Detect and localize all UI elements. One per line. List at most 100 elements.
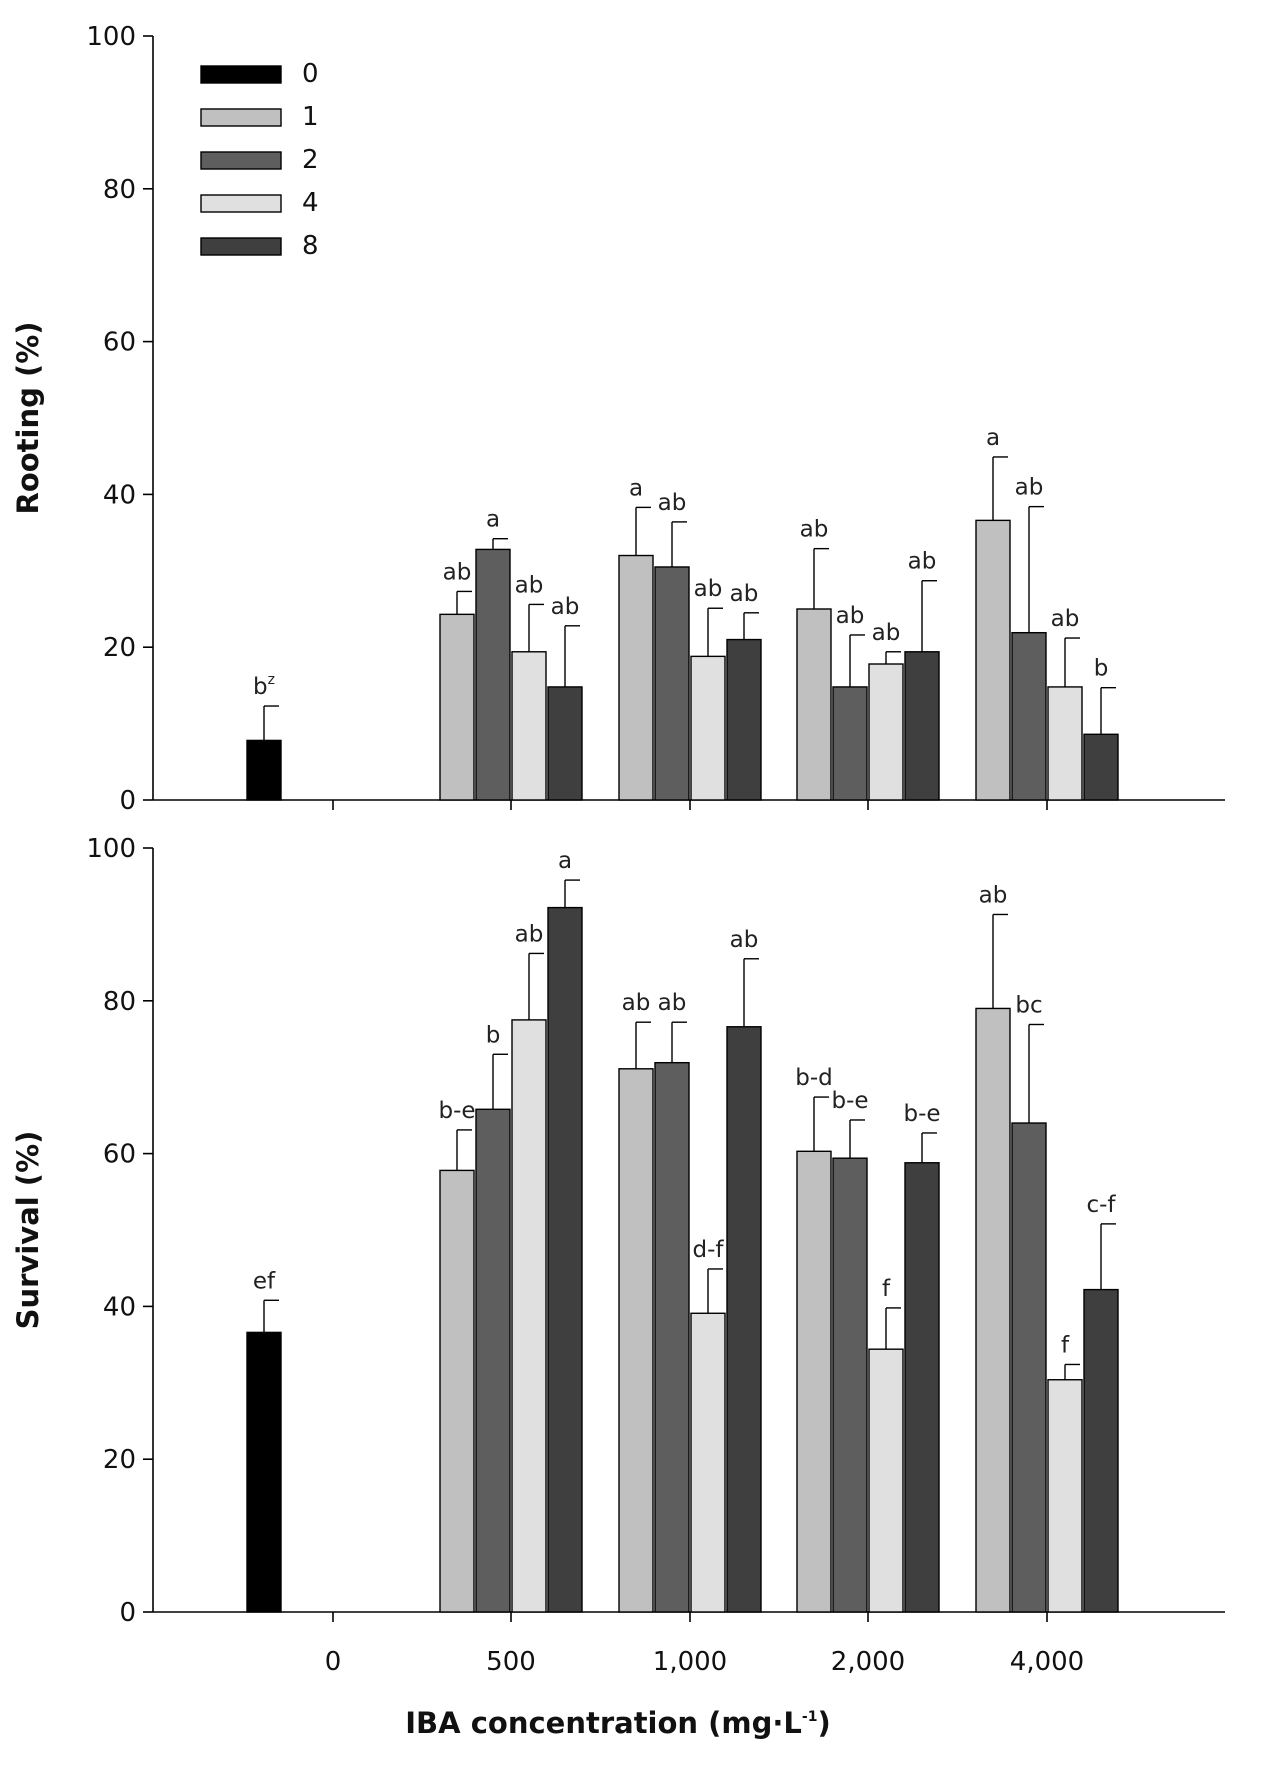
bar	[439, 613, 475, 801]
significance-letter: c-f	[1086, 1192, 1116, 1218]
significance-letter: ab	[694, 576, 723, 602]
bar	[726, 638, 762, 801]
significance-letter: a	[558, 848, 572, 874]
significance-letter: ab	[658, 990, 687, 1016]
x-axis-title-close: )	[817, 1706, 830, 1740]
bar	[796, 608, 832, 801]
significance-letter: f	[1061, 1332, 1070, 1358]
significance-superscript: z	[268, 672, 275, 688]
y-tick-label: 100	[86, 22, 136, 52]
significance-letter: a	[986, 425, 1000, 451]
significance-letter: b	[486, 1022, 501, 1048]
bar	[511, 1019, 547, 1613]
significance-letter: b-e	[903, 1101, 940, 1127]
significance-letter: b-e	[438, 1098, 475, 1124]
significance-letter: ab	[515, 921, 544, 947]
significance-letter: ab	[1051, 606, 1080, 632]
significance-letter: bc	[1015, 992, 1042, 1018]
bar	[868, 663, 904, 801]
bar	[1083, 733, 1119, 801]
significance-letter: a	[486, 507, 500, 533]
legend-label: 4	[302, 188, 319, 218]
y-tick-label: 100	[86, 834, 136, 864]
significance-letter: ab	[443, 559, 472, 585]
y-tick-label: 20	[103, 633, 136, 663]
legend-swatch	[200, 108, 282, 127]
bar	[726, 1026, 762, 1613]
significance-letter: bz	[253, 672, 275, 700]
significance-letter: ab	[979, 882, 1008, 908]
bar	[654, 566, 690, 801]
x-tick-label: 4,000	[1010, 1647, 1084, 1677]
bar	[618, 554, 654, 801]
significance-letter: ab	[730, 927, 759, 953]
significance-letter: a	[629, 475, 643, 501]
bar	[618, 1068, 654, 1613]
bar	[868, 1348, 904, 1613]
significance-letter: d-f	[693, 1237, 725, 1263]
bar	[654, 1061, 690, 1613]
x-tick-label: 2,000	[831, 1647, 905, 1677]
legend-label: 0	[302, 59, 319, 89]
bar	[246, 1331, 282, 1613]
x-axis-title-superscript: -1	[802, 1709, 818, 1725]
bar	[475, 1108, 511, 1613]
bar	[796, 1150, 832, 1613]
significance-letter: ab	[658, 490, 687, 516]
bar	[904, 1162, 940, 1613]
bar	[904, 651, 940, 801]
y-tick-label: 80	[103, 175, 136, 205]
y-tick-label: 60	[103, 328, 136, 358]
significance-letter: f	[882, 1276, 891, 1302]
significance-letter: ab	[551, 594, 580, 620]
x-axis-title-main: IBA concentration (mg·L	[405, 1706, 802, 1740]
legend-swatch	[200, 237, 282, 256]
bar	[975, 519, 1011, 801]
y-axis-title: Rooting (%)	[11, 321, 45, 514]
legend-swatch	[200, 151, 282, 170]
significance-letter: ab	[836, 603, 865, 629]
bar	[690, 655, 726, 801]
legend: 0 1 2 4 8	[200, 59, 319, 261]
significance-letter: ab	[622, 990, 651, 1016]
significance-letter: b-e	[831, 1088, 868, 1114]
bar	[832, 1157, 868, 1613]
y-axis-title: Survival (%)	[11, 1131, 45, 1330]
x-tick-label: 1,000	[653, 1647, 727, 1677]
bar	[1047, 686, 1083, 801]
x-tick-label: 0	[325, 1647, 342, 1677]
significance-letter: ef	[253, 1268, 276, 1294]
x-tick-label: 500	[486, 1647, 536, 1677]
significance-letter: b-d	[795, 1065, 833, 1091]
significance-letter: ab	[730, 581, 759, 607]
y-tick-label: 20	[103, 1445, 136, 1475]
bar	[547, 906, 583, 1613]
legend-label: 8	[302, 231, 319, 261]
legend-label: 2	[302, 145, 319, 175]
bar	[1011, 1122, 1047, 1613]
y-tick-label: 40	[103, 1292, 136, 1322]
bar	[246, 739, 282, 801]
legend-label: 1	[302, 102, 319, 132]
significance-letter: ab	[515, 572, 544, 598]
bar	[1011, 631, 1047, 801]
y-tick-label: 0	[119, 786, 136, 816]
significance-letter: ab	[800, 517, 829, 543]
bar	[547, 686, 583, 801]
bar	[511, 651, 547, 801]
y-tick-label: 40	[103, 480, 136, 510]
bar	[832, 686, 868, 801]
y-tick-label: 80	[103, 987, 136, 1017]
significance-letter: ab	[872, 620, 901, 646]
significance-letter: b	[1094, 656, 1109, 682]
legend-swatch	[200, 65, 282, 84]
y-tick-label: 60	[103, 1140, 136, 1170]
significance-letter: ab	[908, 549, 937, 575]
x-axis-title: IBA concentration (mg·L-1)	[405, 1706, 830, 1740]
bar	[439, 1169, 475, 1613]
y-tick-label: 0	[119, 1598, 136, 1628]
bar	[475, 548, 511, 801]
bar	[690, 1312, 726, 1613]
